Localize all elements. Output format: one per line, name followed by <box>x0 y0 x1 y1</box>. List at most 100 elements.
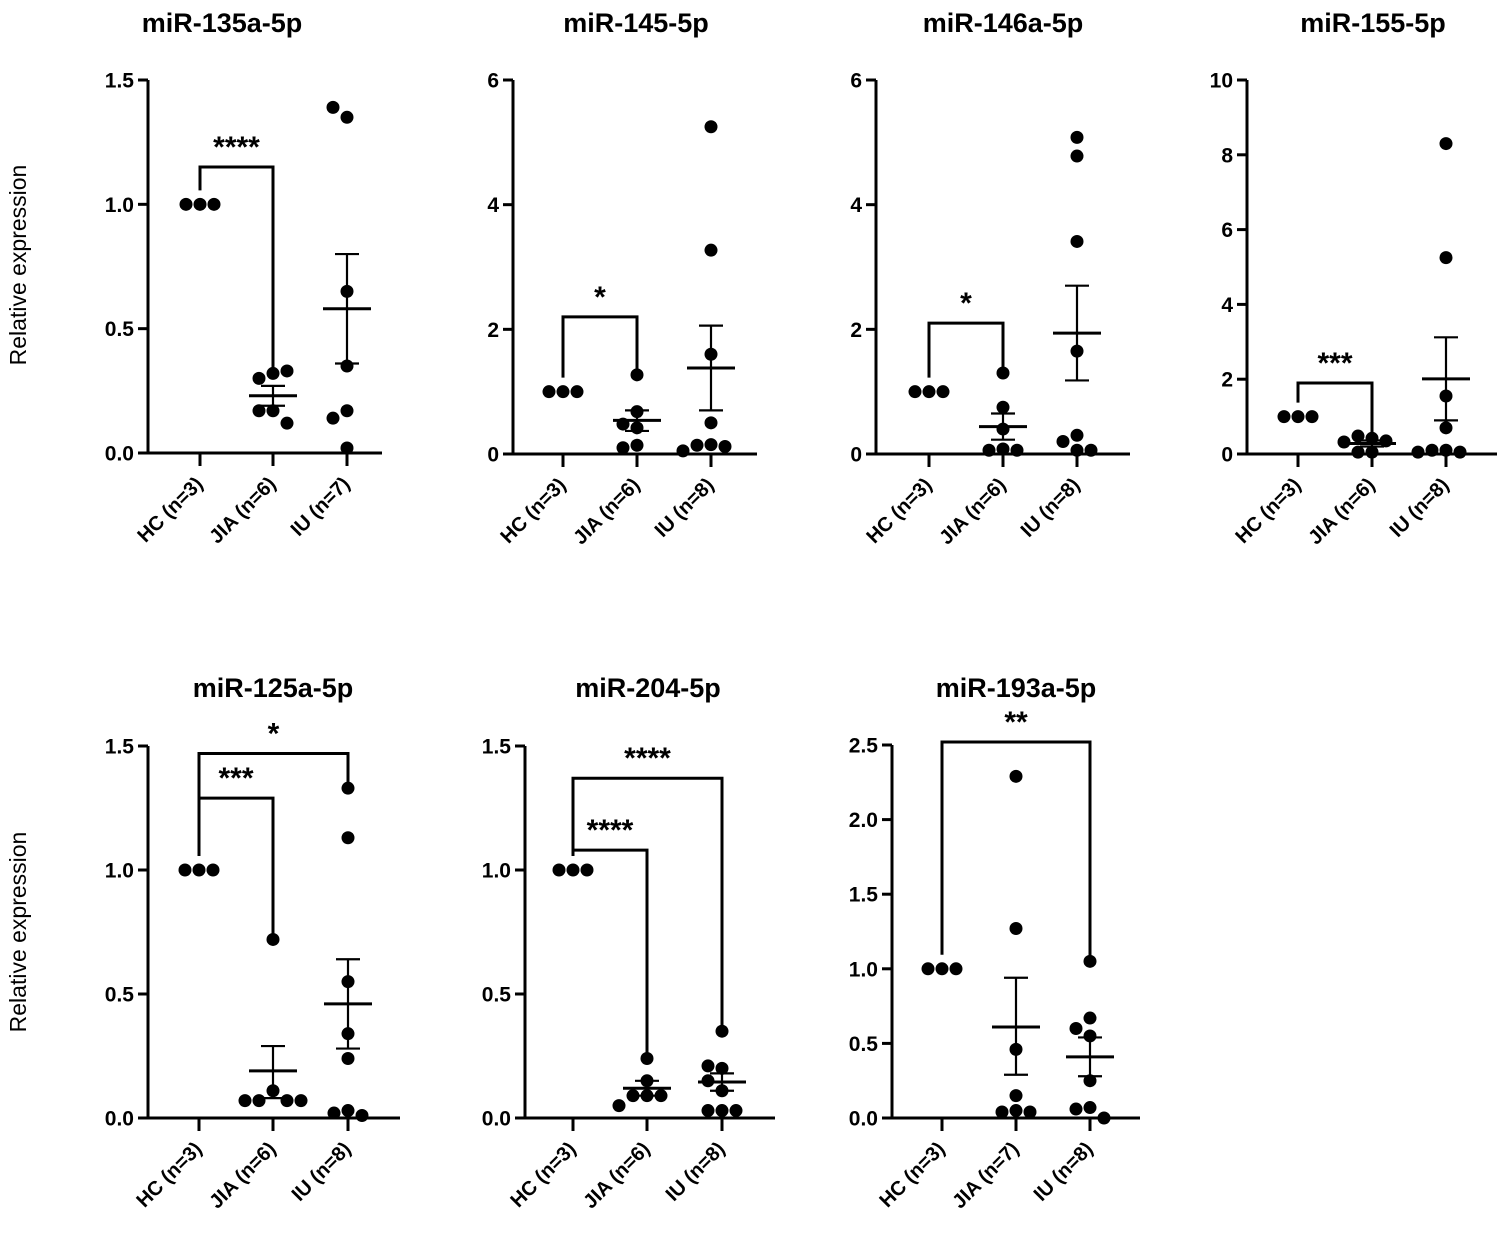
panel-miR-145-5p: miR-145-5p 0 2 4 6 HC (n=3)JIA (n=6) IU (n=8) * <box>487 8 757 549</box>
data-point <box>1291 410 1305 424</box>
series-JIA (n=6) <box>249 364 297 430</box>
data-point <box>1083 1074 1097 1088</box>
panel-title: miR-135a-5p <box>142 8 303 38</box>
y-tick-label: 8 <box>1221 144 1233 167</box>
data-point <box>326 100 340 114</box>
series-IU (n=8) <box>676 120 735 458</box>
significance-stars: *** <box>218 762 253 795</box>
y-axis-label: Relative expression <box>5 165 31 366</box>
y-tick-label: 4 <box>487 194 499 217</box>
panel-miR-146a-5p: miR-146a-5p 0 2 4 6 HC (n=3)JIA (n=6) IU (n=8)… <box>850 8 1130 549</box>
significance-stars: * <box>268 717 280 750</box>
significance-bracket: * <box>561 281 639 378</box>
series-HC (n=3) <box>552 863 594 877</box>
y-tick-label: 1.5 <box>849 884 879 907</box>
data-point <box>676 444 690 458</box>
data-point <box>996 442 1010 456</box>
data-point <box>1097 1111 1111 1125</box>
data-point <box>341 1104 355 1118</box>
data-point <box>566 863 580 877</box>
data-point <box>1010 443 1024 457</box>
data-point <box>266 366 280 380</box>
series-JIA (n=6) <box>1337 429 1396 459</box>
bracket-line <box>927 321 1005 378</box>
data-point <box>701 1104 715 1118</box>
data-point <box>341 831 355 845</box>
bracket-line <box>197 751 350 856</box>
data-point <box>935 962 949 976</box>
x-category-label: HC (n=3) <box>133 473 207 547</box>
significance-bracket: * <box>927 287 1005 378</box>
x-category-label: HC (n=3) <box>132 1138 206 1212</box>
significance-stars: **** <box>213 131 260 164</box>
significance-stars: **** <box>624 742 671 775</box>
x-category-label: IU (n=8) <box>1017 474 1085 542</box>
data-point <box>1009 769 1023 783</box>
series-IU (n=8) <box>1066 954 1114 1125</box>
x-category-label: JIA (n=6) <box>205 1138 280 1213</box>
data-point <box>179 197 193 211</box>
data-point <box>1083 1029 1097 1043</box>
data-point <box>616 441 630 455</box>
panel-title: miR-125a-5p <box>193 673 354 703</box>
significance-bracket: *** <box>197 762 275 938</box>
y-tick-label: 4 <box>850 194 862 217</box>
panel-miR-155-5p: miR-155-5p 0 2 4 6 8 10 HC (n=3)JIA (n=6) IU (n=… <box>1210 8 1497 549</box>
x-category-label: JIA (n=6) <box>579 1138 654 1213</box>
data-point <box>718 440 732 454</box>
y-tick-label: 0 <box>1221 444 1233 467</box>
significance-bracket: *** <box>1296 347 1374 435</box>
y-tick-label: 0 <box>850 444 862 467</box>
data-point <box>280 364 294 378</box>
data-point <box>908 385 922 399</box>
y-tick-label: 2 <box>487 319 499 342</box>
x-category-label: IU (n=8) <box>288 1138 356 1206</box>
data-point <box>193 197 207 211</box>
data-point <box>327 1106 341 1120</box>
data-point <box>1439 421 1453 435</box>
data-point <box>640 1051 654 1065</box>
x-category-label: IU (n=8) <box>1386 474 1454 542</box>
panel-title: miR-204-5p <box>575 673 721 703</box>
y-tick-label: 0.0 <box>105 443 134 466</box>
series-HC (n=3) <box>178 863 220 877</box>
series-IU (n=8) <box>698 1024 746 1118</box>
data-point <box>1277 410 1291 424</box>
data-point <box>630 438 644 452</box>
data-point <box>704 243 718 257</box>
bracket-line <box>1296 381 1374 435</box>
data-point <box>996 400 1010 414</box>
data-point <box>1023 1105 1037 1119</box>
data-point <box>238 1094 252 1108</box>
data-point <box>704 438 718 452</box>
significance-stars: **** <box>587 814 634 847</box>
panel-title: miR-145-5p <box>563 8 709 38</box>
x-category-label: HC (n=3) <box>496 474 570 548</box>
significance-bracket: * <box>197 717 350 856</box>
panel-miR-204-5p: miR-204-5p 0.0 0.5 1.0 1.5 HC (n=3)JIA (n=6) I… <box>482 673 775 1213</box>
data-point <box>1069 1102 1083 1116</box>
significance-bracket: **** <box>198 131 275 369</box>
data-point <box>206 863 220 877</box>
y-tick-label: 0.5 <box>105 318 135 341</box>
panel-title: miR-146a-5p <box>923 8 1084 38</box>
series-HC (n=3) <box>908 385 950 399</box>
series-HC (n=3) <box>1277 410 1319 424</box>
y-tick-label: 1.0 <box>482 860 511 883</box>
y-tick-label: 1.5 <box>105 70 135 93</box>
data-point <box>1070 130 1084 144</box>
data-point <box>341 1051 355 1065</box>
series-IU (n=8) <box>1411 137 1470 459</box>
data-point <box>207 197 221 211</box>
y-tick-label: 2 <box>1221 369 1233 392</box>
data-point <box>996 366 1010 380</box>
significance-bracket: **** <box>571 814 649 1057</box>
series-JIA (n=6) <box>238 932 308 1108</box>
data-point <box>701 1059 715 1073</box>
x-category-label: JIA (n=7) <box>948 1138 1023 1213</box>
series-IU (n=7) <box>323 100 371 455</box>
x-category-label: HC (n=3) <box>862 474 936 548</box>
y-axis-label: Relative expression <box>5 832 31 1033</box>
y-tick-label: 1.5 <box>482 736 512 759</box>
y-tick-label: 1.5 <box>105 736 135 759</box>
